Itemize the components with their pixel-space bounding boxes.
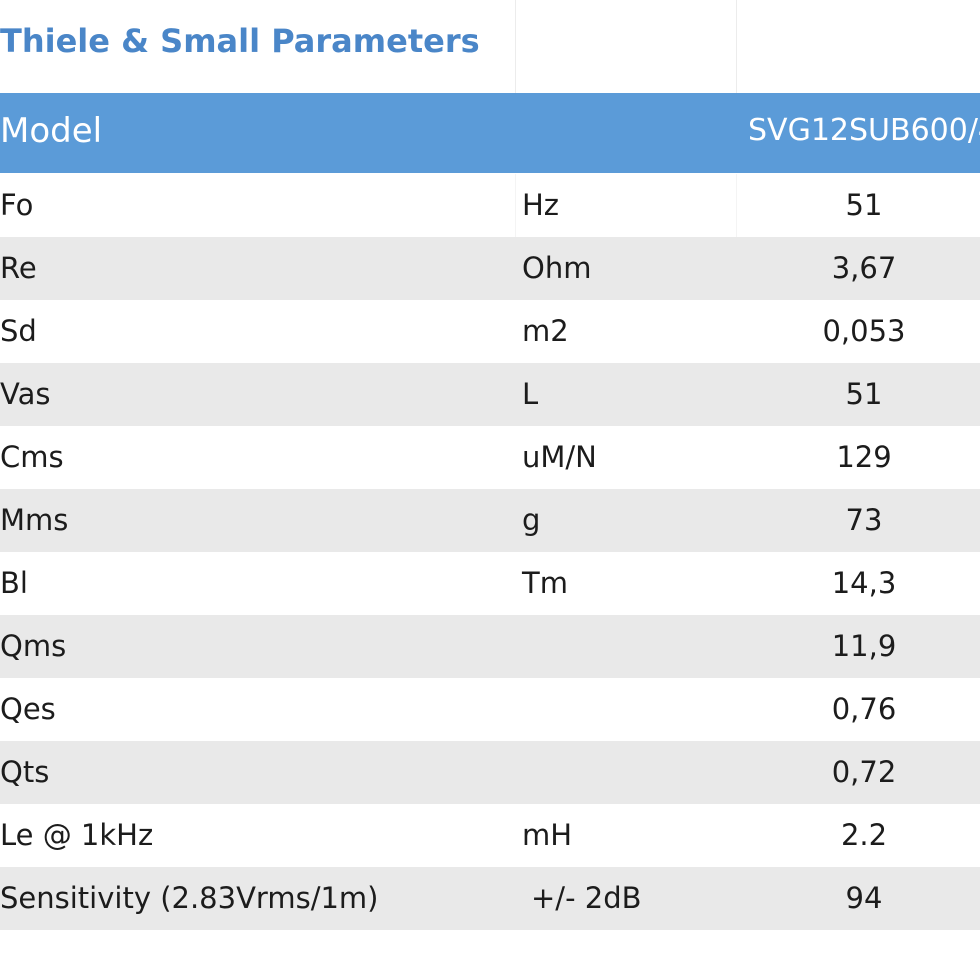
table-row: Sd m2 0,053 (0, 300, 980, 363)
title-area: Thiele & Small Parameters (0, 0, 980, 93)
table-row: Sensitivity (2.83Vrms/1m) +/- 2dB 94 (0, 867, 980, 930)
param-name: Mms (0, 503, 69, 537)
column-divider (736, 174, 737, 237)
param-value: 51 (845, 188, 883, 222)
param-name: Qms (0, 629, 67, 663)
param-value: 51 (845, 377, 883, 411)
param-name: Fo (0, 188, 34, 222)
param-value: 94 (845, 881, 883, 915)
param-name: Sensitivity (2.83Vrms/1m) (0, 881, 379, 915)
table-row: Qts 0,72 (0, 741, 980, 804)
param-unit: +/- 2dB (531, 881, 642, 915)
table-row: Vas L 51 (0, 363, 980, 426)
param-value: 0,76 (831, 692, 897, 726)
table-row: Fo Hz 51 (0, 174, 980, 237)
param-value: 14,3 (831, 566, 897, 600)
param-name: Re (0, 251, 37, 285)
column-divider (515, 0, 516, 93)
column-divider (515, 174, 516, 237)
param-name: Vas (0, 377, 51, 411)
param-unit: m2 (522, 314, 569, 348)
param-unit: L (522, 377, 539, 411)
param-name: Bl (0, 566, 28, 600)
table-row: Re Ohm 3,67 (0, 237, 980, 300)
param-unit: Ohm (522, 251, 592, 285)
param-name: Qes (0, 692, 56, 726)
param-value: 0,72 (831, 755, 897, 789)
table-row: Qms 11,9 (0, 615, 980, 678)
page-title: Thiele & Small Parameters (0, 22, 480, 60)
param-value: 129 (836, 440, 892, 474)
param-value: 2.2 (840, 818, 888, 852)
param-unit: Tm (522, 566, 568, 600)
param-value: 73 (845, 503, 883, 537)
param-name: Qts (0, 755, 50, 789)
param-name: Sd (0, 314, 37, 348)
param-value: 11,9 (831, 629, 897, 663)
param-unit: g (522, 503, 541, 537)
param-value: 0,053 (822, 314, 906, 348)
param-name: Le @ 1kHz (0, 818, 154, 852)
table-row: Mms g 73 (0, 489, 980, 552)
header-model-label: Model (0, 111, 103, 151)
table-header-row: Model SVG12SUB600/4 (0, 93, 980, 173)
header-model-value: SVG12SUB600/4 (748, 113, 980, 148)
table-row: Le @ 1kHz mH 2.2 (0, 804, 980, 867)
param-value: 3,67 (831, 251, 897, 285)
table-row: Bl Tm 14,3 (0, 552, 980, 615)
param-unit: mH (522, 818, 573, 852)
param-name: Cms (0, 440, 64, 474)
column-divider (736, 0, 737, 93)
param-unit: uM/N (522, 440, 597, 474)
param-unit: Hz (522, 188, 560, 222)
table-row: Qes 0,76 (0, 678, 980, 741)
table-row: Cms uM/N 129 (0, 426, 980, 489)
